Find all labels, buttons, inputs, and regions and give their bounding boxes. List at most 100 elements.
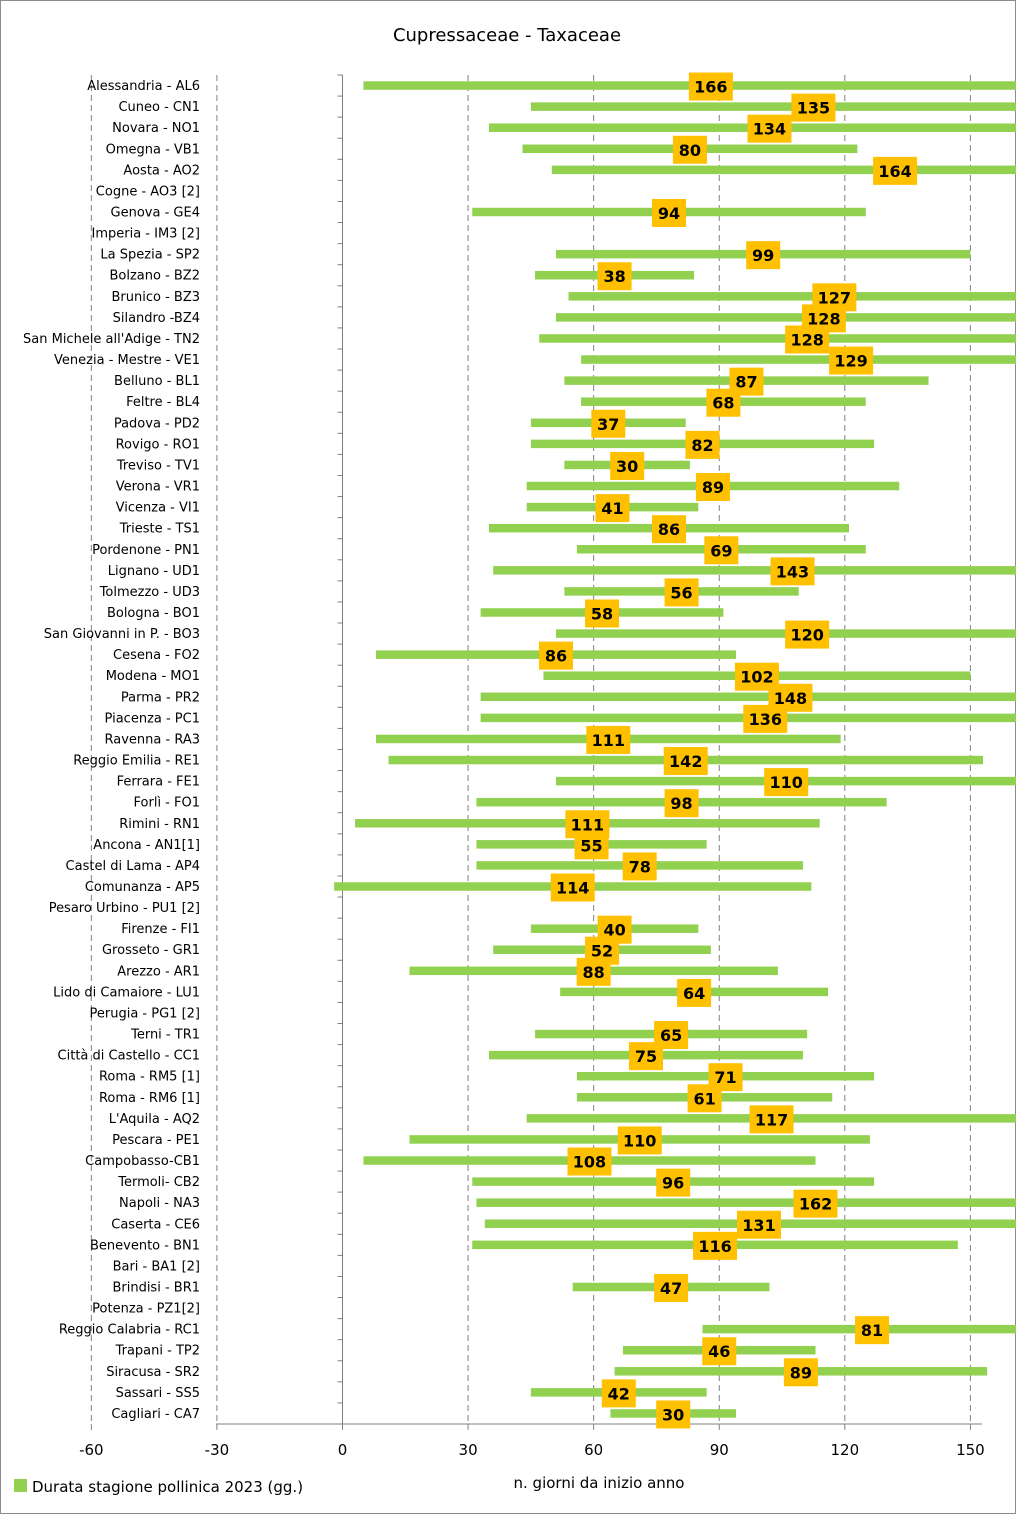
x-tick-label: 60 (584, 1441, 603, 1459)
data-label: 108 (573, 1153, 606, 1172)
data-label: 94 (658, 204, 680, 223)
data-label: 98 (670, 794, 692, 813)
category-label: Ravenna - RA3 (105, 732, 200, 747)
data-label: 148 (774, 689, 807, 708)
data-label-box (702, 1337, 737, 1366)
category-label: La Spezia - SP2 (100, 248, 200, 263)
category-label: Reggio Calabria - RC1 (59, 1323, 200, 1338)
data-label-box (585, 599, 620, 628)
category-label: Padova - PD2 (114, 416, 200, 431)
category-label: Arezzo - AR1 (117, 964, 200, 979)
x-tick-label: 150 (956, 1441, 985, 1459)
category-label: Roma - RM6 [1] (99, 1091, 200, 1106)
data-label: 71 (714, 1068, 736, 1087)
category-label: Terni - TR1 (130, 1028, 200, 1043)
category-label: Tolmezzo - UD3 (99, 585, 200, 600)
category-label: Cagliari - CA7 (111, 1407, 200, 1422)
data-label-box (597, 262, 632, 291)
data-label: 82 (691, 436, 713, 455)
data-label: 86 (545, 647, 567, 666)
category-label: Imperia - IM3 [2] (92, 227, 201, 242)
x-tick-label: -30 (205, 1441, 230, 1459)
data-label-box (664, 578, 699, 607)
axis-layer (90, 74, 982, 1430)
data-label-box (793, 1189, 838, 1218)
data-label: 135 (797, 99, 830, 118)
data-label-box (695, 473, 730, 502)
category-label: Reggio Emilia - RE1 (73, 754, 200, 769)
category-label: Ancona - AN1[1] (93, 838, 200, 853)
category-label: Termoli- CB2 (117, 1175, 200, 1190)
category-label: Perugia - PG1 [2] (90, 1006, 200, 1021)
category-label: Grosseto - GR1 (102, 943, 200, 958)
x-tick-label: 0 (338, 1441, 348, 1459)
category-label: Trieste - TS1 (119, 522, 200, 537)
data-label-box (664, 789, 699, 818)
data-label: 65 (660, 1026, 682, 1045)
data-label-box (652, 199, 687, 228)
category-label: Firenze - FI1 (121, 922, 200, 937)
data-label: 110 (623, 1131, 656, 1150)
duration-bar (530, 102, 1016, 111)
category-label: Città di Castello - CC1 (58, 1049, 200, 1064)
category-label: Brindisi - BR1 (112, 1280, 200, 1295)
category-label: Alessandria - AL6 (87, 79, 200, 94)
category-label: Novara - NO1 (112, 121, 200, 136)
data-label-box (628, 1042, 663, 1071)
data-label: 128 (790, 330, 823, 349)
data-label-box (574, 831, 609, 860)
data-label-box (610, 451, 645, 480)
data-label: 134 (753, 120, 786, 139)
category-label: Aosta - AO2 (123, 163, 200, 178)
category-label: Castel di Lama - AP4 (66, 859, 200, 874)
duration-bar (493, 566, 1016, 575)
category-label: Bologna - BO1 (107, 606, 200, 621)
category-label: Caserta - CE6 (111, 1217, 200, 1232)
legend: Durata stagione pollinica 2023 (gg.) (14, 1478, 303, 1496)
data-label-box (743, 704, 788, 733)
data-label-box (595, 494, 630, 523)
data-label-box (576, 957, 611, 986)
category-label: Vicenza - VI1 (116, 501, 200, 516)
data-label-box (685, 430, 720, 459)
category-label: Lido di Camaiore - LU1 (53, 985, 200, 1000)
category-label: Piacenza - PC1 (105, 711, 200, 726)
data-label: 111 (592, 731, 625, 750)
data-label-box (550, 873, 595, 902)
category-label: Trapani - TP2 (115, 1344, 200, 1359)
data-label: 128 (807, 309, 840, 328)
category-label: Campobasso-CB1 (85, 1154, 200, 1169)
data-label-box (677, 978, 712, 1007)
data-label-box (785, 620, 830, 649)
data-label-box (783, 1358, 818, 1387)
category-label: Rovigo - RO1 (116, 437, 200, 452)
data-label: 64 (683, 984, 705, 1003)
category-label: Belluno - BL1 (114, 374, 200, 389)
data-label-box (688, 72, 733, 101)
data-label: 41 (601, 499, 623, 518)
data-label: 78 (629, 857, 651, 876)
category-label: Pesaro Urbino - PU1 [2] (49, 901, 200, 916)
legend-swatch (14, 1479, 27, 1492)
x-tick-label: 90 (710, 1441, 729, 1459)
category-label: Venezia - Mestre - VE1 (54, 353, 200, 368)
data-label-box (601, 1379, 636, 1408)
data-label: 75 (635, 1047, 657, 1066)
category-labels: Alessandria - AL6 Cuneo - CN1 Novara - NO1… (23, 79, 200, 1422)
data-label: 37 (597, 415, 619, 434)
category-label: Ferrara - FE1 (117, 775, 200, 790)
data-label-box (873, 156, 918, 185)
data-label-box (747, 114, 792, 143)
category-label: Verona - VR1 (116, 480, 200, 495)
data-label: 58 (591, 604, 613, 623)
data-label-box (672, 135, 707, 164)
data-label: 47 (660, 1279, 682, 1298)
data-label: 143 (776, 562, 809, 581)
data-label: 38 (603, 267, 625, 286)
category-label: Benevento - BN1 (90, 1238, 200, 1253)
data-label: 81 (861, 1321, 883, 1340)
category-label: Lignano - UD1 (108, 564, 200, 579)
data-label-box (654, 1273, 689, 1302)
category-label: Forlì - FO1 (134, 796, 200, 811)
